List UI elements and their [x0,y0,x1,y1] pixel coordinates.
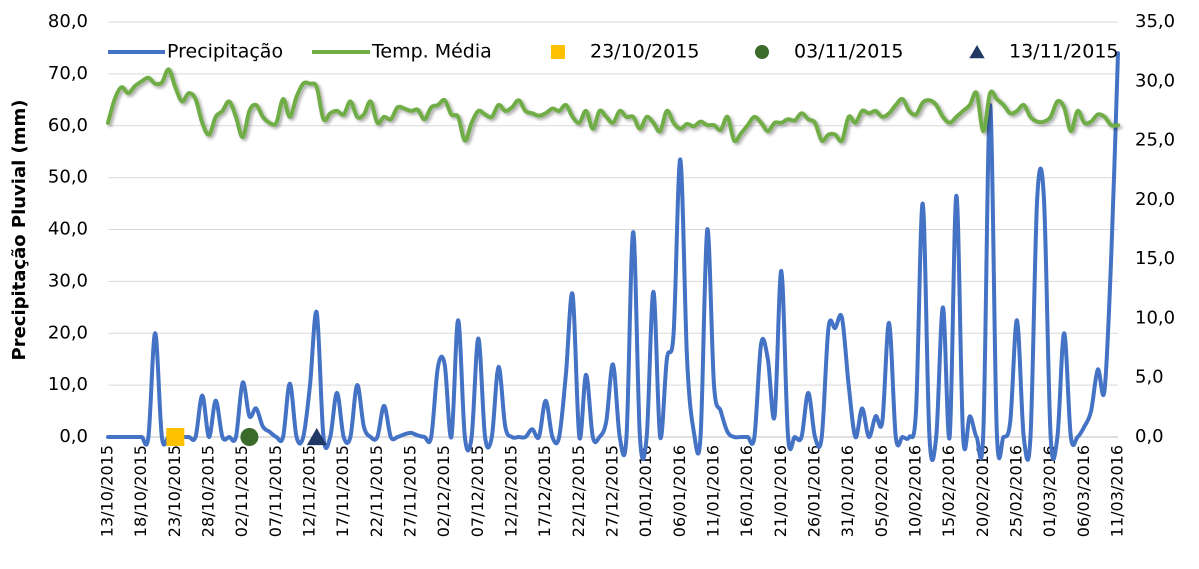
y2-tick-label: 0,0 [1135,426,1164,447]
x-tick-label: 31/01/2016 [838,445,857,537]
y2-tick-label: 25,0 [1135,130,1175,151]
y-tick-label: 80,0 [48,11,88,32]
legend-swatch [969,45,985,59]
x-tick-label: 13/10/2015 [98,445,117,537]
x-tick-label: 28/10/2015 [199,445,218,537]
marker [166,428,185,446]
legend-swatch [551,45,565,59]
x-tick-label: 01/01/2016 [636,445,655,537]
x-tick-label: 22/11/2015 [367,445,386,537]
legend-label: 03/11/2015 [794,41,904,63]
y-tick-label: 20,0 [48,322,88,343]
y-tick-label: 10,0 [48,374,88,395]
x-tick-label: 01/03/2016 [1040,445,1059,537]
x-tick-label: 02/12/2015 [434,445,453,537]
legend-label: Temp. Média [371,41,492,63]
y2-tick-label: 15,0 [1135,248,1175,269]
y2-tick-label: 30,0 [1135,70,1175,91]
x-tick-label: 27/11/2015 [401,445,420,537]
x-tick-label: 12/11/2015 [300,445,319,537]
x-tick-label: 27/12/2015 [603,445,622,537]
y-tick-label: 50,0 [48,167,88,188]
y2-tick-label: 35,0 [1135,11,1175,32]
x-tick-label: 21/01/2016 [771,445,790,537]
legend-label: 13/11/2015 [1009,41,1119,63]
legend-label: 23/10/2015 [590,41,700,63]
y2-tick-label: 20,0 [1135,189,1175,210]
x-tick-label: 16/01/2016 [737,445,756,537]
x-tick-label: 02/11/2015 [232,445,251,537]
series-line [106,51,1120,463]
y-tick-label: 60,0 [48,115,88,136]
marker [306,428,327,446]
y-axis-title: Precipitação Pluvial (mm) [9,100,30,361]
marker [240,428,259,446]
x-tick-label: 06/03/2016 [1074,445,1093,537]
x-tick-label: 23/10/2015 [165,445,184,537]
x-tick-label: 12/12/2015 [502,445,521,537]
x-tick-label: 07/12/2015 [468,445,487,537]
x-tick-label: 07/11/2015 [266,445,285,537]
x-tick-label: 15/02/2016 [939,445,958,537]
x-tick-label: 22/12/2015 [569,445,588,537]
y-tick-label: 30,0 [48,270,88,291]
y2-tick-label: 10,0 [1135,307,1175,328]
legend-label: Precipitação [167,41,283,63]
x-tick-label: 25/02/2016 [1007,445,1026,537]
x-tick-label: 05/02/2016 [872,445,891,537]
x-tick-label: 10/02/2016 [906,445,925,537]
y-tick-label: 70,0 [48,63,88,84]
x-tick-label: 06/01/2016 [670,445,689,537]
x-tick-label: 11/03/2016 [1108,445,1127,537]
x-tick-label: 26/01/2016 [805,445,824,537]
series-line [106,67,1120,144]
legend-swatch [755,45,769,59]
x-tick-label: 18/10/2015 [131,445,150,537]
x-tick-label: 20/02/2016 [973,445,992,537]
y-tick-label: 0,0 [59,426,88,447]
x-tick-label: 17/11/2015 [333,445,352,537]
y-tick-label: 40,0 [48,219,88,240]
x-tick-label: 17/12/2015 [535,445,554,537]
y2-tick-label: 5,0 [1135,367,1164,388]
x-tick-label: 11/01/2016 [704,445,723,537]
